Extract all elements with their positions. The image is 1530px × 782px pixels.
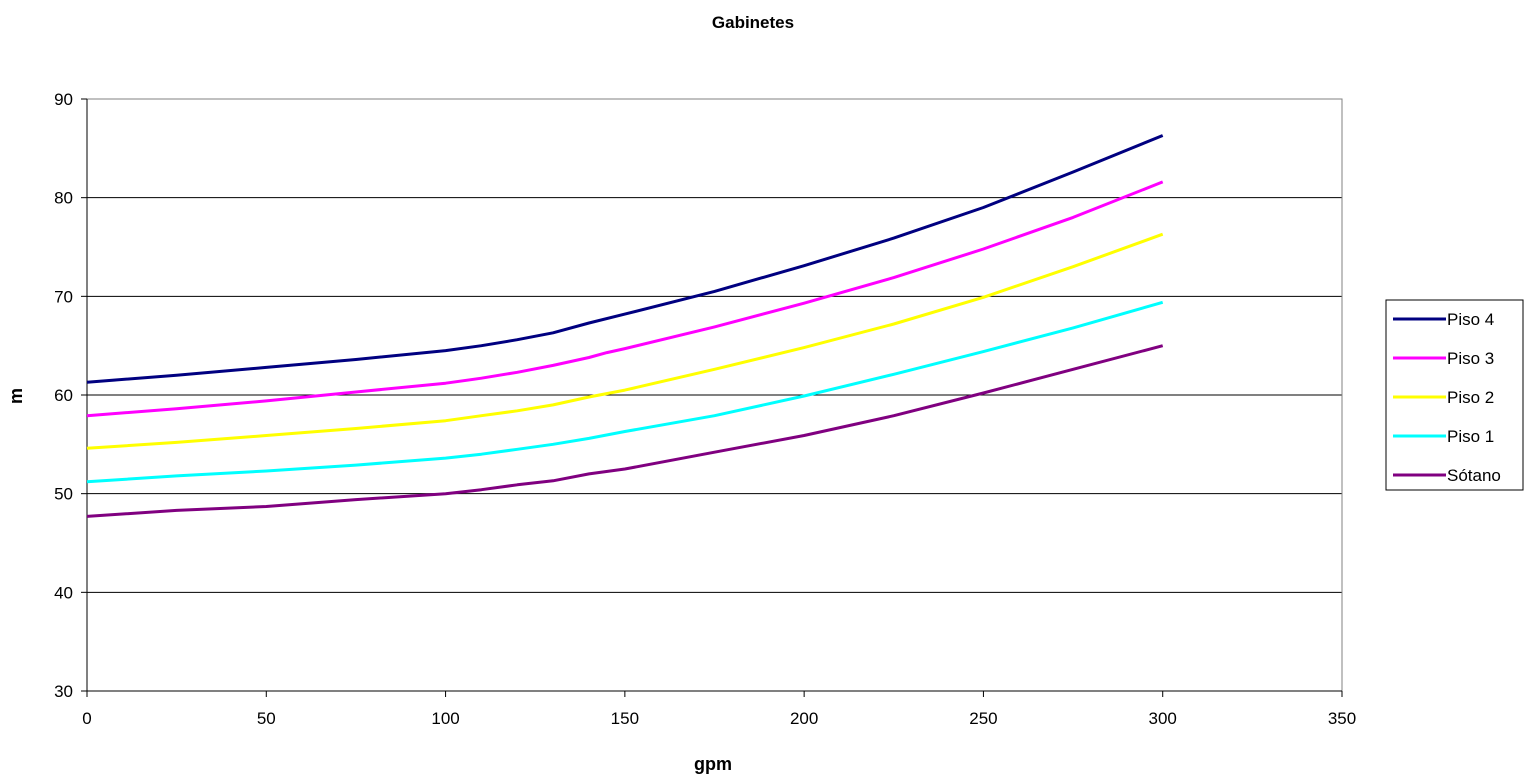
x-tick-label: 250 (969, 709, 997, 728)
y-tick-label: 70 (54, 287, 73, 306)
x-tick-label: 200 (790, 709, 818, 728)
x-tick-label: 100 (431, 709, 459, 728)
x-tick-label: 350 (1328, 709, 1356, 728)
y-tick-label: 50 (54, 485, 73, 504)
x-axis: 0 50 100 150 200 250 300 350 (82, 99, 1356, 728)
gridlines (87, 98, 1342, 692)
y-tick-label: 60 (54, 386, 73, 405)
y-axis: 30 40 50 60 70 80 90 (54, 90, 87, 701)
legend-label: Piso 3 (1447, 349, 1494, 368)
legend-label: Sótano (1447, 466, 1501, 485)
legend-label: Piso 1 (1447, 427, 1494, 446)
y-tick-label: 90 (54, 90, 73, 109)
series-line-1 (86, 134, 1164, 384)
series-line-2 (86, 180, 1164, 418)
series-line-4 (86, 300, 1164, 484)
x-tick-label: 150 (611, 709, 639, 728)
y-axis-label: m (6, 388, 26, 404)
chart-title: Gabinetes (712, 13, 794, 32)
y-tick-label: 30 (54, 682, 73, 701)
series-line-3 (86, 232, 1164, 450)
legend: Piso 4 Piso 3 Piso 2 Piso 1 Sótano (1385, 299, 1524, 491)
x-tick-label: 300 (1149, 709, 1177, 728)
series-line-5 (86, 344, 1164, 518)
legend-label: Piso 2 (1447, 388, 1494, 407)
series-lines (86, 134, 1164, 518)
y-tick-label: 80 (54, 189, 73, 208)
x-tick-label: 50 (257, 709, 276, 728)
x-axis-label: gpm (694, 754, 732, 774)
y-tick-label: 40 (54, 583, 73, 602)
legend-box (1385, 299, 1524, 491)
legend-label: Piso 4 (1447, 310, 1494, 329)
x-tick-label: 0 (82, 709, 91, 728)
